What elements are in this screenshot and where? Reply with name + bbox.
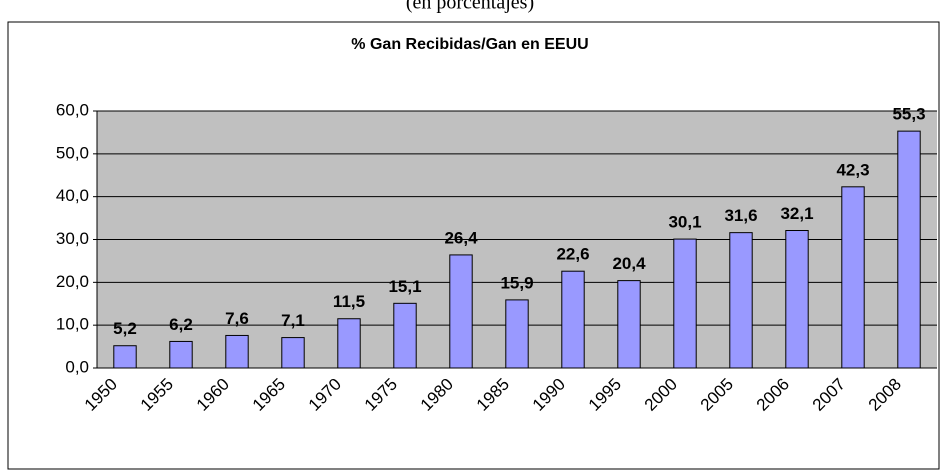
data-label: 7,6 bbox=[225, 309, 249, 328]
data-label: 55,3 bbox=[892, 105, 925, 124]
bar bbox=[281, 337, 305, 369]
bar bbox=[225, 334, 249, 369]
bar bbox=[561, 270, 585, 369]
y-tick-label: 10,0 bbox=[56, 315, 89, 334]
data-label: 11,5 bbox=[333, 292, 365, 311]
bar bbox=[449, 254, 473, 369]
data-label: 20,4 bbox=[612, 254, 646, 273]
bar bbox=[673, 238, 697, 369]
bar bbox=[169, 340, 193, 369]
data-label: 15,1 bbox=[388, 277, 421, 296]
bar bbox=[113, 345, 137, 369]
bar bbox=[729, 232, 753, 369]
bar bbox=[841, 186, 865, 369]
y-tick-label: 50,0 bbox=[56, 143, 89, 162]
y-tick-label: 20,0 bbox=[56, 272, 89, 291]
data-label: 15,9 bbox=[500, 273, 533, 292]
bar bbox=[897, 130, 921, 369]
chart-title: % Gan Recibidas/Gan en EEUU bbox=[351, 36, 588, 53]
bar bbox=[617, 280, 641, 369]
data-label: 22,6 bbox=[556, 245, 589, 264]
bar bbox=[337, 318, 361, 369]
data-label: 5,2 bbox=[113, 319, 137, 338]
y-tick-label: 0,0 bbox=[65, 357, 89, 376]
y-tick-label: 40,0 bbox=[56, 186, 89, 205]
data-label: 26,4 bbox=[444, 228, 478, 247]
data-label: 7,1 bbox=[281, 311, 305, 330]
data-label: 31,6 bbox=[724, 206, 757, 225]
data-label: 32,1 bbox=[780, 204, 813, 223]
chart-subtitle: (en porcentajes) bbox=[406, 0, 534, 14]
bar bbox=[505, 299, 529, 369]
data-label: 6,2 bbox=[169, 315, 193, 334]
bar bbox=[393, 302, 417, 369]
y-tick-label: 30,0 bbox=[56, 229, 89, 248]
y-tick-label: 60,0 bbox=[56, 100, 89, 119]
data-label: 42,3 bbox=[836, 160, 869, 179]
data-label: 30,1 bbox=[668, 213, 701, 232]
bar bbox=[785, 230, 809, 369]
